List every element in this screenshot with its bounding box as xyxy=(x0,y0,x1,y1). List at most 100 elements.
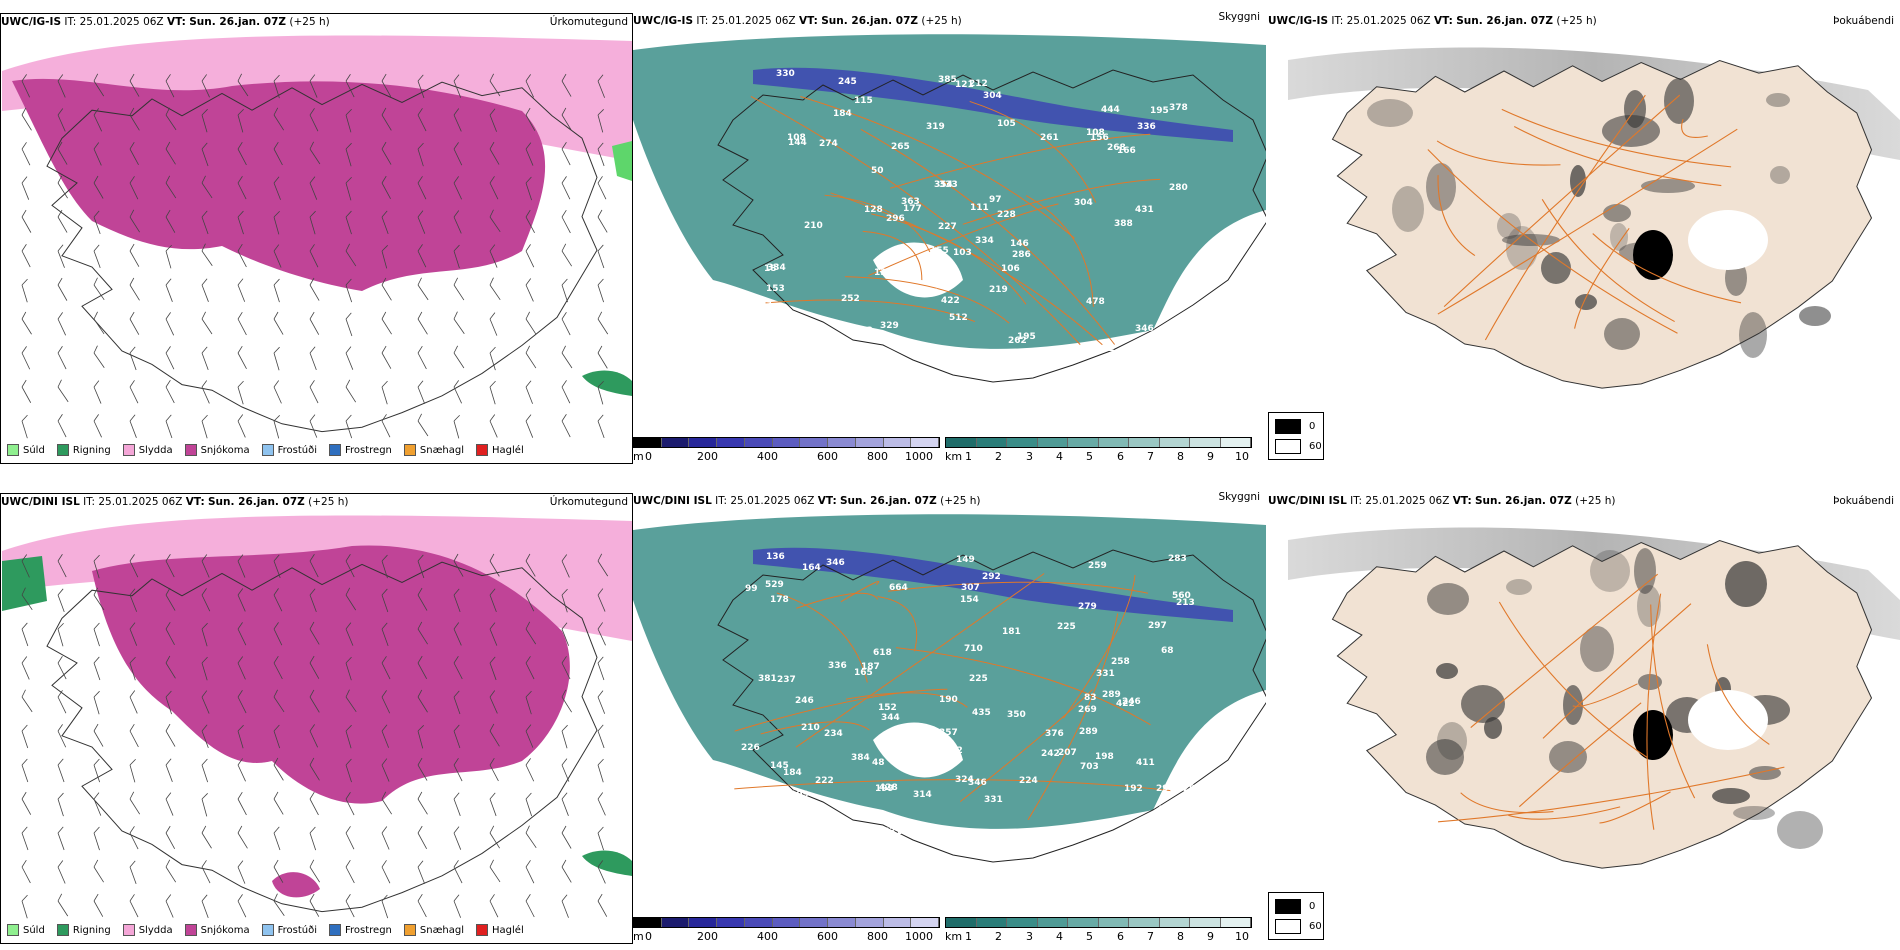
wind-barb xyxy=(561,554,570,578)
ceiling-value: 352 xyxy=(944,746,963,756)
ceiling-value: 227 xyxy=(938,222,957,232)
legend-swatch xyxy=(184,444,197,456)
wind-barb xyxy=(165,74,175,98)
wind-barb xyxy=(93,142,102,166)
colorbar-segment xyxy=(1068,438,1099,447)
road xyxy=(1438,766,1785,823)
wind-barb xyxy=(57,656,67,680)
wind-barb xyxy=(561,176,571,200)
wind-barb xyxy=(57,346,67,370)
wind-barb xyxy=(237,73,249,97)
road xyxy=(1501,108,1732,168)
wind-barb xyxy=(309,893,320,917)
wind-barb xyxy=(417,554,425,579)
wind-barb xyxy=(417,655,428,679)
ceiling-tick: 400 xyxy=(757,930,778,943)
wind-barb xyxy=(93,108,103,132)
wind-barb xyxy=(525,380,533,404)
ceiling-value: 145 xyxy=(770,761,789,771)
ceiling-value: 246 xyxy=(1122,697,1141,707)
ceiling-value: 388 xyxy=(1114,219,1133,229)
ceiling-value: 280 xyxy=(1169,183,1188,193)
legend-label: Slydda xyxy=(138,444,173,456)
precip-legend: Súld Rigning Slydda Snjókoma Frostúði Frostre… xyxy=(7,924,536,936)
ceiling-value: 297 xyxy=(1148,621,1167,631)
wind-barb xyxy=(237,894,247,918)
vt-value: Sun. 26.jan. 07Z xyxy=(1456,15,1554,27)
road xyxy=(1508,806,1621,820)
wind-barb xyxy=(165,175,177,199)
ceiling-value: 268 xyxy=(1107,143,1126,153)
colorbar-segment xyxy=(911,438,940,447)
colorbar-segment xyxy=(717,918,745,927)
ceiling-value: 306 xyxy=(750,326,769,336)
precip-legend-item: Súld xyxy=(7,444,45,456)
snow-area xyxy=(272,872,320,898)
precip-legend-item: Snjókoma xyxy=(184,924,250,936)
fog-swatch-dark xyxy=(1275,419,1301,434)
terrain-shading xyxy=(1426,739,1464,775)
wind-barb xyxy=(237,860,246,884)
wind-barb xyxy=(453,860,463,884)
terrain-shading xyxy=(1563,685,1583,725)
ceiling-tick: 0 xyxy=(645,930,652,943)
wind-barb xyxy=(561,792,569,816)
wind-barb xyxy=(237,554,246,578)
visibility-tick: 7 xyxy=(1147,450,1154,463)
ceiling-value: 219 xyxy=(989,285,1008,295)
ceiling-value: 289 xyxy=(1079,727,1098,737)
wind-barb xyxy=(453,311,465,334)
wind-barb xyxy=(237,825,248,849)
wind-barb xyxy=(453,108,462,132)
ceiling-value: 207 xyxy=(1058,748,1077,758)
wind-barb xyxy=(165,346,175,370)
wind-barb xyxy=(237,622,247,646)
land xyxy=(1331,539,1873,869)
it-label: IT: xyxy=(696,15,709,27)
wind-barb xyxy=(21,278,28,303)
wind-barb xyxy=(345,859,355,884)
ceiling-value: 357 xyxy=(939,728,958,738)
fog-legend-item: 0 xyxy=(1275,899,1315,914)
panel-title: Úrkomutegund xyxy=(549,16,628,28)
road xyxy=(877,596,918,652)
ceiling-tick: 200 xyxy=(697,450,718,463)
wind-barb xyxy=(21,859,31,884)
ceiling-value: 435 xyxy=(972,708,991,718)
wind-barb xyxy=(129,176,139,200)
wind-barb xyxy=(597,278,604,303)
road xyxy=(1484,94,1646,341)
wind-barb xyxy=(489,723,500,747)
wind-barb xyxy=(345,587,357,611)
wind-barb xyxy=(345,379,357,403)
wind-barb xyxy=(381,622,389,647)
terrain-shading xyxy=(1638,674,1662,690)
wind-barb xyxy=(453,244,460,269)
ceiling-value: 523 xyxy=(1010,350,1029,360)
lead-time: (+25 h) xyxy=(308,496,349,508)
low-ceiling-area xyxy=(753,547,1233,622)
road xyxy=(840,581,880,603)
ceiling-value: 121 xyxy=(955,80,974,90)
precip-legend-item: Slydda xyxy=(122,444,173,456)
wind-barb xyxy=(129,277,140,301)
legend-label: Snæhagl xyxy=(419,444,465,456)
ceiling-value: 252 xyxy=(841,294,860,304)
ceiling-tick: 0 xyxy=(645,450,652,463)
ceiling-value: 384 xyxy=(851,753,870,763)
wind-barb xyxy=(345,554,355,578)
wind-barb xyxy=(345,312,353,337)
it-value: 25.01.2025 06Z xyxy=(711,15,796,27)
road xyxy=(1460,792,1554,814)
wind-barb xyxy=(489,792,497,817)
wind-barb xyxy=(21,791,32,815)
precip-legend-item: Snæhagl xyxy=(403,444,465,456)
ceiling-value: 155 xyxy=(1135,820,1154,830)
ceiling-tick: 1000 xyxy=(905,450,933,463)
wind-barb xyxy=(57,860,66,884)
ceiling-value: 488 xyxy=(783,318,802,328)
wind-barb xyxy=(417,311,428,335)
ceiling-value: 618 xyxy=(873,648,892,658)
ceiling-value: 265 xyxy=(891,142,910,152)
wind-barb xyxy=(129,243,140,267)
